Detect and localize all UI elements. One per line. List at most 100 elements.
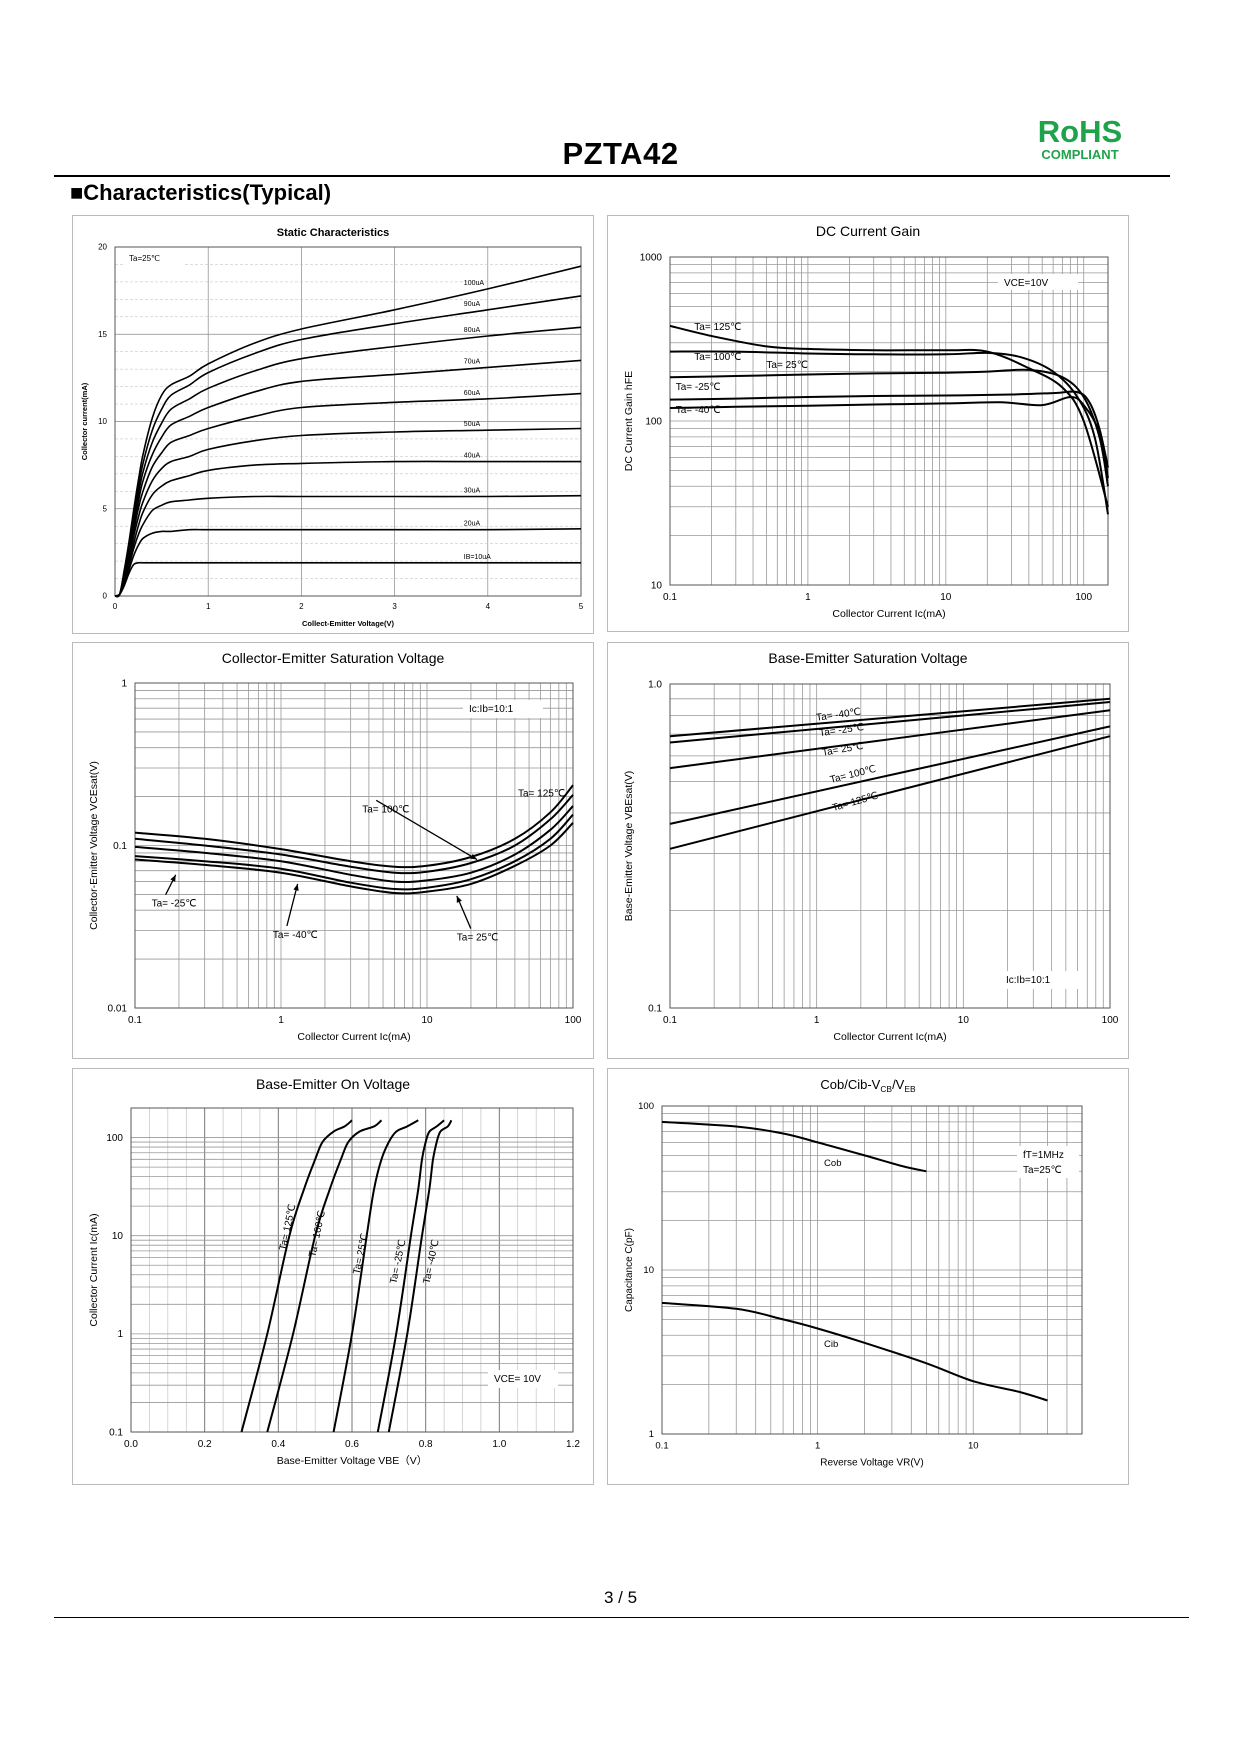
series-line-90ua [114, 295, 582, 598]
series-line-ta-40 [669, 697, 1111, 738]
x-tick-label: 10 [958, 1015, 970, 1026]
chart-title: DC Current Gain [816, 223, 920, 239]
series-line-ib-10ua [114, 561, 581, 597]
x-axis-label: Collect-Emitter Voltage(V) [302, 619, 394, 628]
series-line-ta-25 [134, 805, 574, 884]
annotation-box [1000, 971, 1080, 989]
vbesat-chart: Base-Emitter Saturation Voltage 0.1 1 10 100… [607, 642, 1129, 1059]
curve-label: Ta= 125℃ [831, 791, 879, 815]
vbe-on-chart: Base-Emitter On Voltage 0.0 0.2 0.4 0.6 0.8 1.… [72, 1068, 594, 1485]
series-line-ta-40 [669, 395, 1109, 479]
x-tick-label: 0.1 [655, 1441, 668, 1452]
grid [114, 246, 582, 597]
label-arrow [375, 799, 478, 861]
plot-frame [661, 1105, 1083, 1435]
y-tick-label: 0 [103, 592, 108, 601]
curve-label: Cib [824, 1339, 838, 1350]
annotation-box [998, 274, 1078, 290]
series-label: 20uA [464, 521, 481, 528]
label-arrow [286, 883, 299, 927]
annotation-text: Ic:Ib=10:1 [469, 704, 514, 715]
x-tick-label: 10 [940, 592, 952, 603]
x-tick-label: 0.1 [663, 1015, 677, 1026]
x-tick-label: 4 [486, 602, 491, 611]
x-axis-label: Collector Current Ic(mA) [297, 1031, 410, 1043]
curve-label: Ta= 25℃ [457, 933, 499, 944]
y-tick-label: 0.1 [113, 841, 127, 852]
header-divider [54, 175, 1170, 177]
annotation-text: Ta=25℃ [129, 254, 160, 263]
annotation-text: VCE=10V [1004, 278, 1049, 289]
x-tick-label: 1 [814, 1015, 820, 1026]
annotation-text: Ic:Ib=10:1 [1006, 975, 1051, 986]
rohs-compliant: COMPLIANT [1041, 147, 1119, 162]
plot-frame [134, 682, 574, 1009]
chart-title-part: /V [892, 1077, 905, 1092]
chart-title: Base-Emitter On Voltage [256, 1076, 410, 1092]
series-label: 60uA [464, 390, 481, 397]
y-tick-label: 1.0 [648, 679, 662, 690]
series-line-ta-25 [376, 1119, 445, 1433]
x-tick-label: 0 [113, 602, 118, 611]
y-tick-label: 100 [645, 416, 662, 427]
series-line-ta-25 [669, 709, 1111, 770]
curve-label: Ta= -25℃ [676, 382, 721, 393]
y-axis-label: Base-Emitter Voltage VBEsat(V) [623, 771, 635, 922]
curve-label: Ta= -25℃ [819, 722, 865, 739]
x-tick-label: 100 [1075, 592, 1092, 603]
x-axis-label: Collector Current Ic(mA) [833, 1031, 946, 1043]
y-tick-label: 5 [103, 504, 108, 513]
series-line-ta-40 [387, 1119, 453, 1433]
series-line-ta-100 [266, 1119, 383, 1433]
x-tick-label: 0.2 [198, 1439, 212, 1450]
series-line-ta-125 [134, 784, 574, 869]
x-tick-label: 0.1 [663, 592, 677, 603]
y-axis-label: Collector current(mA) [80, 382, 89, 460]
y-axis-label: Collector-Emitter Voltage VCEsat(V) [88, 761, 100, 930]
series-label: 30uA [464, 488, 481, 495]
chart-title: Cob/Cib-VCB/VEB [820, 1077, 916, 1094]
grid [669, 256, 1108, 586]
footer-divider [54, 1617, 1189, 1618]
label-arrowhead [293, 883, 299, 891]
series-line-ta-125 [240, 1119, 353, 1433]
annotation-text: fT=1MHz [1023, 1150, 1064, 1161]
series-line-cob [661, 1120, 927, 1173]
series-line-ta-125 [669, 324, 1109, 508]
curve-label: Ta= 100℃ [694, 352, 741, 363]
y-tick-label: 10 [651, 580, 663, 591]
x-tick-label: 2 [299, 602, 304, 611]
y-tick-label: 0.01 [108, 1003, 128, 1014]
x-tick-label: 10 [421, 1015, 433, 1026]
series-line-ta-25 [669, 701, 1111, 744]
y-tick-label: 15 [98, 330, 107, 339]
annotation-box [463, 700, 543, 718]
x-tick-label: 0.0 [124, 1439, 138, 1450]
series-line-ta-100 [669, 725, 1111, 825]
y-tick-label: 10 [643, 1265, 654, 1276]
series-label: 40uA [464, 453, 481, 460]
series-label: 50uA [464, 421, 481, 428]
page-number: 3 / 5 [603, 1588, 638, 1607]
plot-frame [114, 246, 582, 597]
series-label: 70uA [464, 358, 481, 365]
x-tick-label: 1 [278, 1015, 284, 1026]
label-arrowhead [170, 874, 176, 882]
chart-title: Collector-Emitter Saturation Voltage [222, 650, 445, 666]
chart-svg: Base-Emitter Saturation Voltage 0.1 1 10 100… [623, 650, 1119, 1043]
annotation-box [1017, 1146, 1079, 1178]
curve-label: Ta= 25℃ [352, 1232, 371, 1275]
chart-title: Static Characteristics [277, 227, 390, 239]
section-title: ■Characteristics(Typical) [70, 180, 332, 205]
plot-frame [669, 256, 1109, 586]
series-line-60ua [114, 392, 582, 598]
x-tick-label: 0.4 [271, 1439, 285, 1450]
plot-frame [130, 1107, 574, 1433]
x-axis-label: Reverse Voltage VR(V) [820, 1458, 923, 1469]
curve-label: Ta= -40℃ [676, 405, 721, 416]
x-tick-label: 100 [565, 1015, 582, 1026]
series-line-ta-25 [332, 1119, 419, 1433]
curve-label: Ta= -25℃ [152, 899, 197, 910]
y-tick-label: 1000 [640, 252, 663, 263]
chart-svg: Collector-Emitter Saturation Voltage 0.1 1… [88, 650, 582, 1043]
